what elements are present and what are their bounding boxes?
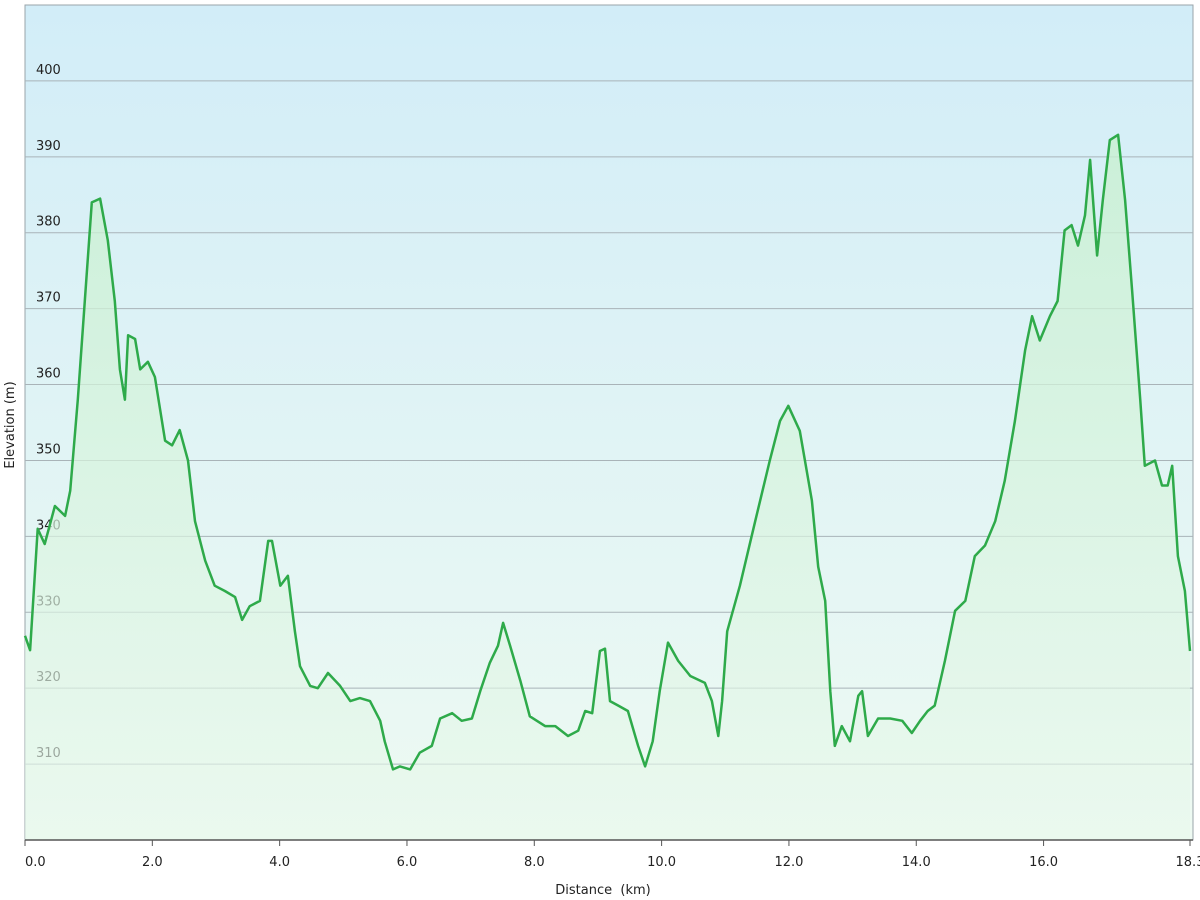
x-tick-label: 14.0 (902, 855, 931, 870)
y-tick-label: 350 (36, 442, 61, 457)
x-tick-label: 10.0 (647, 855, 676, 870)
x-tick-label: 8.0 (524, 855, 545, 870)
y-tick-label: 400 (36, 63, 61, 78)
x-tick-label: 12.0 (774, 855, 803, 870)
x-tick-label: 18.3 (1176, 855, 1200, 870)
y-tick-label: 380 (36, 215, 61, 230)
x-tick-label: 6.0 (397, 855, 418, 870)
x-tick-label: 0.0 (25, 855, 46, 870)
x-tick-label: 4.0 (269, 855, 290, 870)
area-fill (25, 134, 1190, 841)
x-axis-title: Distance (km) (555, 883, 650, 898)
x-tick-label: 16.0 (1029, 855, 1058, 870)
y-tick-label: 390 (36, 139, 61, 154)
x-tick-label: 2.0 (142, 855, 163, 870)
y-tick-label: 370 (36, 291, 61, 306)
elevation-line (23, 133, 1192, 771)
y-tick-label: 360 (36, 367, 61, 382)
y-axis-title: Elevation (m) (3, 381, 18, 468)
